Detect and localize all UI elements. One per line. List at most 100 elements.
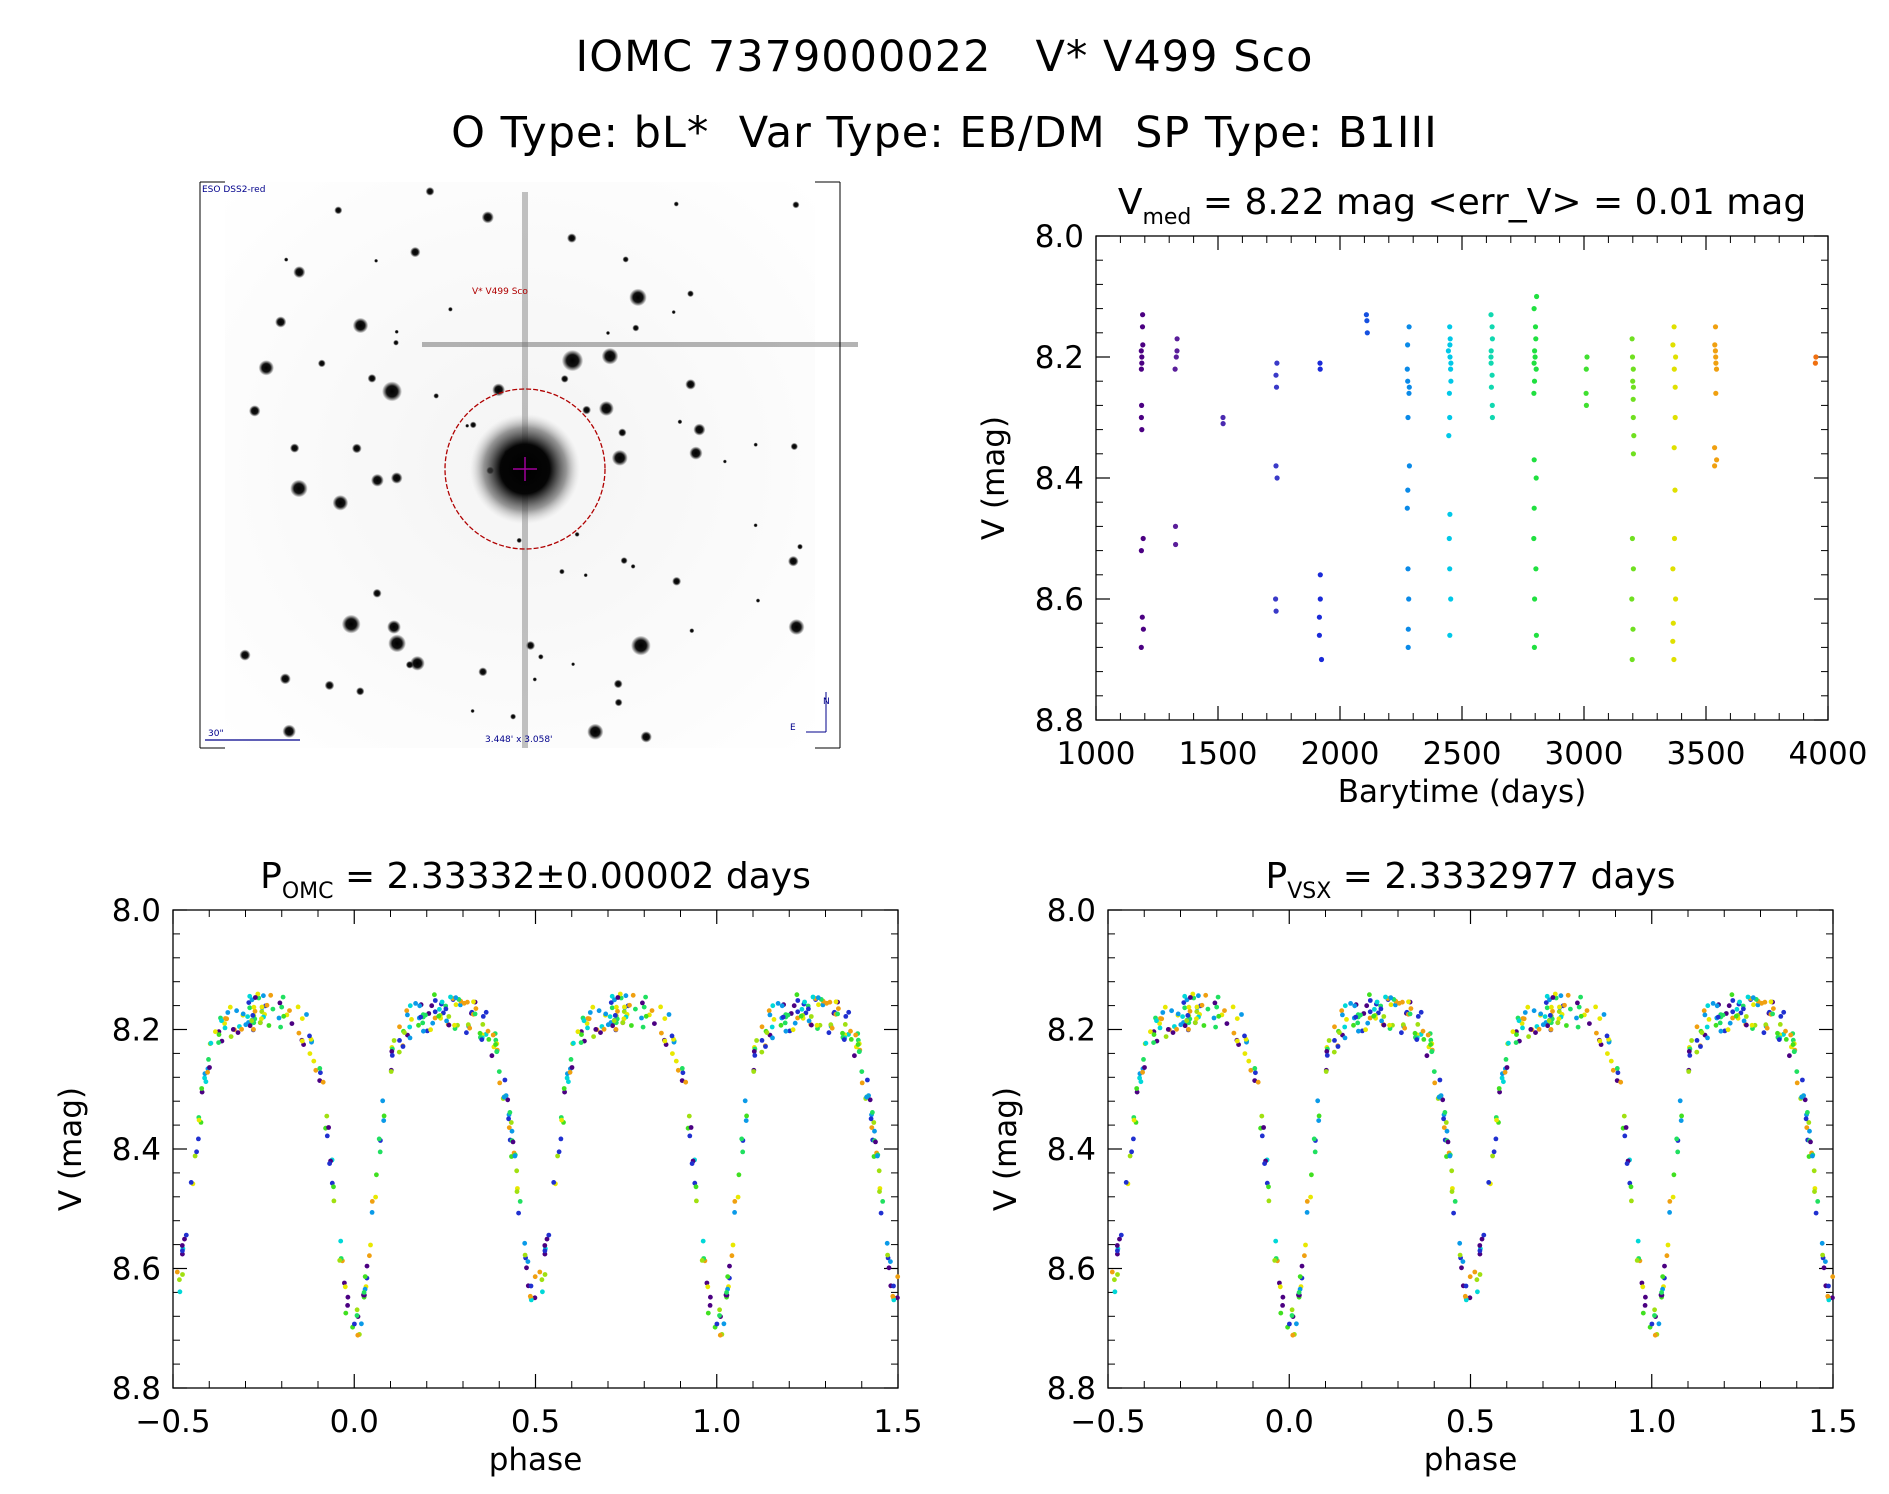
- phase-point: [693, 1184, 699, 1190]
- phase-point: [1180, 1014, 1185, 1019]
- phase-point: [617, 991, 623, 997]
- phase-point: [1115, 1251, 1120, 1257]
- phase-point: [1148, 1029, 1153, 1035]
- phase-point: [1137, 1075, 1142, 1081]
- phase-point: [1727, 1020, 1733, 1026]
- data-point: [1583, 366, 1589, 372]
- field-star: [356, 687, 365, 696]
- phase-point: [611, 1018, 617, 1024]
- phase-point: [1714, 1003, 1720, 1009]
- lightcurve-chart: 1000 1500 2000 2500 3000 3500 4000 8.0 8.2 8.4 8.6…: [976, 182, 1867, 810]
- phase-point: [295, 1004, 301, 1010]
- field-star: [630, 564, 636, 569]
- phase-point: [652, 1021, 657, 1026]
- phase-point: [767, 1012, 773, 1018]
- data-point: [1364, 330, 1370, 336]
- phase-point: [663, 1042, 669, 1047]
- phase-vsx-chart: −0.5 0.0 0.5 1.0 1.5 8.0 8.2 8.4 8.6 8.8 phase V (m…: [988, 856, 1858, 1478]
- phase-point: [1441, 1125, 1447, 1130]
- data-point: [1630, 626, 1636, 632]
- phase-point: [1134, 1089, 1140, 1095]
- phase-point: [848, 1037, 854, 1042]
- phase-point: [1761, 1030, 1767, 1036]
- phase-point: [1289, 1313, 1295, 1318]
- phase-point: [1196, 993, 1201, 999]
- phase-point: [1151, 1040, 1156, 1045]
- phase-point: [458, 1002, 463, 1008]
- y-tick-label: 8.0: [1047, 893, 1096, 929]
- phase-point: [1830, 1274, 1836, 1280]
- field-star: [289, 443, 300, 453]
- phase-point: [1496, 1086, 1502, 1091]
- phase-point: [528, 1283, 534, 1289]
- phase-point: [243, 1022, 249, 1028]
- phase-point: [1474, 1277, 1480, 1283]
- phase-point: [835, 1011, 840, 1017]
- phase-point: [1143, 1040, 1149, 1046]
- phase-point: [780, 1014, 786, 1020]
- phase-point: [252, 1008, 258, 1014]
- phase-point: [1246, 1058, 1252, 1064]
- phase-point: [769, 1024, 775, 1030]
- phase-point: [759, 1038, 765, 1043]
- phase-point: [601, 1026, 607, 1032]
- phase-point: [1800, 1077, 1805, 1083]
- phase-point: [751, 1049, 757, 1054]
- phase-point: [355, 1332, 361, 1338]
- phase-point: [1549, 1004, 1554, 1010]
- field-star: [249, 405, 261, 417]
- phase-point: [228, 1034, 234, 1039]
- phase-point: [1140, 1069, 1145, 1075]
- phase-point: [1432, 1080, 1438, 1086]
- phase-point: [1803, 1116, 1809, 1122]
- phase-point: [473, 1006, 479, 1011]
- phase-point: [278, 1024, 283, 1030]
- field-star: [433, 393, 439, 399]
- phase-point: [1278, 1310, 1284, 1316]
- data-point: [1531, 644, 1537, 650]
- phase-point: [1771, 1006, 1776, 1011]
- x-axis-label: Barytime (days): [1338, 774, 1587, 810]
- field-star: [614, 698, 623, 707]
- phase-point: [1659, 1290, 1664, 1295]
- phase-point: [245, 1014, 251, 1019]
- phase-point: [1332, 1024, 1337, 1030]
- data-point: [1273, 596, 1279, 602]
- phase-point: [249, 997, 255, 1003]
- phase-point: [277, 1000, 283, 1006]
- phase-point: [180, 1248, 185, 1254]
- phase-point: [785, 1012, 791, 1018]
- phase-point: [1277, 1280, 1282, 1286]
- field-star: [492, 383, 505, 397]
- phase-point: [219, 1018, 224, 1024]
- phase-point: [1186, 1004, 1192, 1010]
- phase-point: [571, 1040, 576, 1046]
- phase-point: [724, 1290, 729, 1295]
- phase-point: [418, 1014, 424, 1020]
- phase-point: [400, 1044, 406, 1049]
- data-point: [1405, 644, 1411, 650]
- phase-point: [855, 1042, 861, 1047]
- data-point: [1714, 457, 1720, 463]
- phase-point: [389, 1049, 395, 1054]
- phase-point: [1794, 1069, 1800, 1074]
- y-axis-label: V (mag): [988, 1087, 1024, 1211]
- data-point: [1447, 632, 1453, 638]
- phase-point: [1408, 1006, 1414, 1011]
- phase-point: [1481, 1232, 1487, 1238]
- phase-point: [1185, 1013, 1191, 1018]
- phase-point: [354, 1313, 360, 1318]
- phase-point: [1187, 1008, 1193, 1014]
- phase-point: [203, 1079, 209, 1085]
- phase-point: [729, 1253, 735, 1259]
- phase-point: [1114, 1243, 1120, 1248]
- phase-point: [721, 1321, 727, 1327]
- phase-point: [380, 1098, 386, 1104]
- phase-point: [1764, 1025, 1770, 1031]
- phase-point: [494, 1049, 500, 1055]
- phase-point: [870, 1110, 875, 1115]
- phase-point: [1750, 995, 1756, 1001]
- phase-point: [1597, 1038, 1603, 1044]
- phase-point: [641, 1004, 647, 1010]
- phase-point: [1459, 1265, 1464, 1271]
